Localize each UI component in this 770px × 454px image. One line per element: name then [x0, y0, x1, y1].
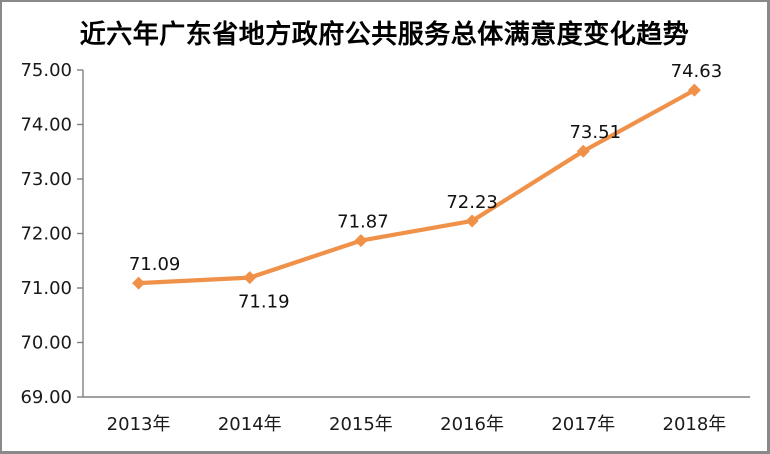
data-point-label: 71.19 [238, 292, 290, 313]
x-category-label: 2015年 [329, 414, 393, 435]
data-point-marker [687, 83, 701, 97]
data-point-label: 72.23 [446, 192, 498, 213]
x-category-label: 2017年 [551, 414, 615, 435]
y-tick-label: 70.00 [20, 333, 72, 354]
y-tick-label: 74.00 [20, 115, 72, 136]
series-line [136, 88, 697, 286]
data-point-label: 71.87 [337, 212, 389, 233]
data-point-marker [465, 214, 479, 228]
data-point-marker [132, 276, 146, 290]
data-point-label: 73.51 [569, 122, 621, 143]
y-tick-label: 69.00 [20, 387, 72, 408]
y-tick-label: 75.00 [20, 60, 72, 81]
y-tick-label: 73.00 [20, 169, 72, 190]
data-point-marker [576, 144, 590, 158]
y-tick-label: 71.00 [20, 278, 72, 299]
x-category-label: 2014年 [218, 414, 282, 435]
data-point-label: 71.09 [129, 254, 181, 275]
data-point-label: 74.63 [671, 61, 723, 82]
data-point-marker [243, 271, 257, 285]
data-point-marker [354, 234, 368, 248]
x-category-label: 2016年 [440, 414, 504, 435]
y-tick-label: 72.00 [20, 224, 72, 245]
chart-title: 近六年广东省地方政府公共服务总体满意度变化趋势 [79, 20, 690, 50]
x-category-label: 2013年 [107, 414, 171, 435]
x-category-label: 2018年 [663, 414, 727, 435]
